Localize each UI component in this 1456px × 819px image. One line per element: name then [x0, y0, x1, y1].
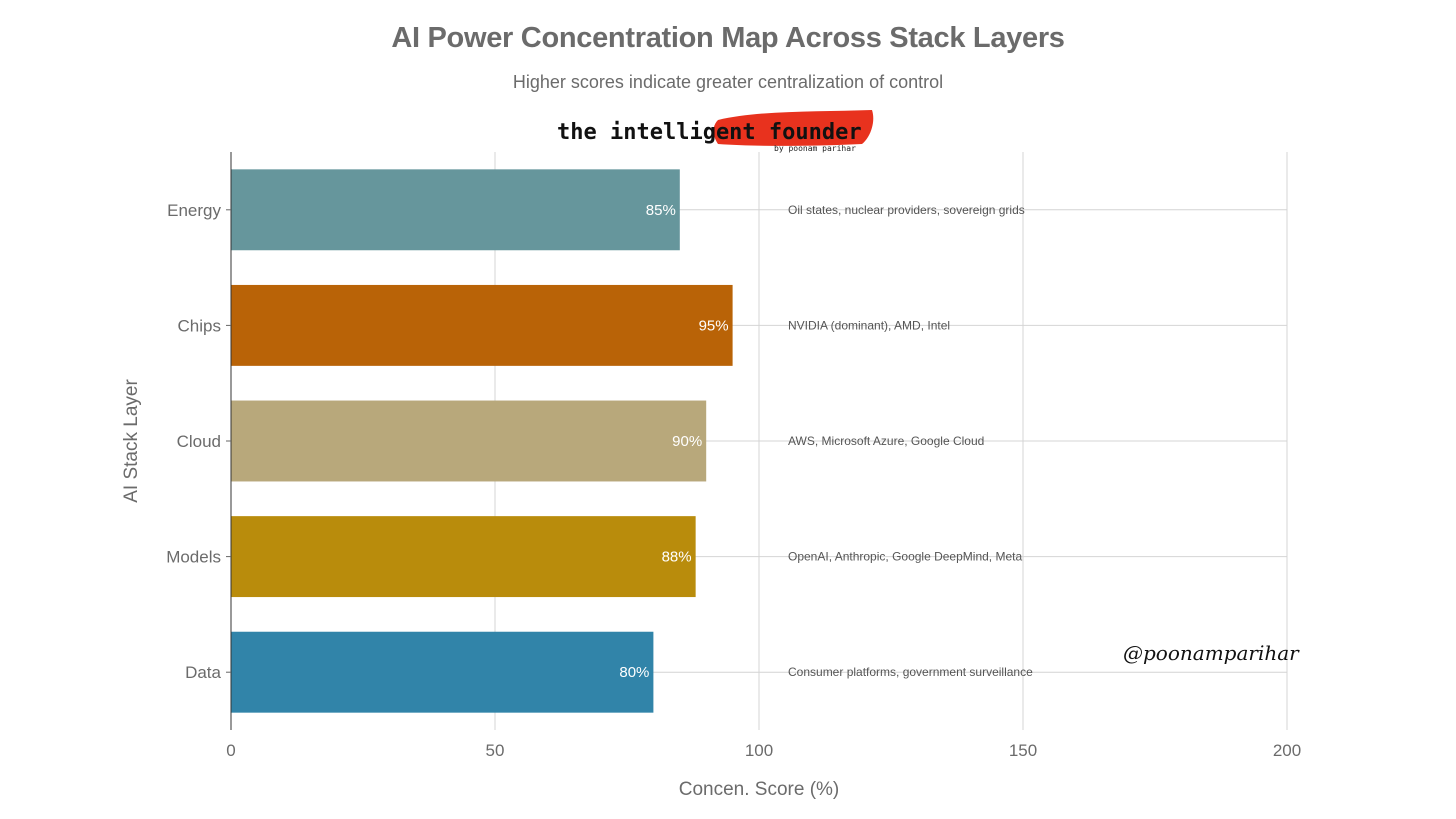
logo-byline: by poonam parihar	[774, 144, 856, 153]
bar-chips	[231, 284, 733, 366]
bar-energy	[231, 169, 680, 251]
bar-cloud	[231, 400, 707, 482]
bar-data	[231, 631, 654, 713]
value-label-models: 88%	[662, 549, 692, 566]
value-label-chips: 95%	[699, 317, 729, 334]
logo-brush-stroke	[713, 110, 874, 146]
chart-subtitle: Higher scores indicate greater centraliz…	[512, 72, 944, 92]
x-tick-label-150: 150	[1009, 741, 1037, 760]
annotation-cloud: AWS, Microsoft Azure, Google Cloud	[788, 434, 984, 448]
chart-title: AI Power Concentration Map Across Stack …	[391, 22, 1065, 54]
x-tick-label-0: 0	[226, 741, 235, 760]
category-label-models: Models	[166, 548, 221, 567]
category-label-cloud: Cloud	[177, 432, 221, 451]
x-tick-label-50: 50	[486, 741, 505, 760]
category-label-data: Data	[185, 663, 221, 682]
author-handle: @poonamparihar	[1123, 641, 1300, 665]
x-tick-label-200: 200	[1273, 741, 1301, 760]
x-tick-label-100: 100	[745, 741, 773, 760]
category-label-chips: Chips	[178, 316, 221, 335]
brand-logo: the intelligent founder by poonam pariha…	[557, 110, 874, 153]
bars: 85% 95% 90% 88% 80%	[231, 169, 733, 713]
logo-title: the intelligent founder	[557, 120, 862, 145]
annotation-energy: Oil states, nuclear providers, sovereign…	[788, 203, 1025, 217]
annotation-data: Consumer platforms, government surveilla…	[788, 665, 1033, 679]
value-label-energy: 85%	[646, 202, 676, 219]
y-axis-title: AI Stack Layer	[121, 379, 142, 503]
x-axis-ticks: 0 50 100 150 200	[226, 741, 1301, 760]
annotation-chips: NVIDIA (dominant), AMD, Intel	[788, 318, 950, 332]
category-label-energy: Energy	[167, 201, 221, 220]
annotations: Oil states, nuclear providers, sovereign…	[788, 203, 1033, 679]
annotation-models: OpenAI, Anthropic, Google DeepMind, Meta	[788, 550, 1022, 564]
value-label-cloud: 90%	[672, 433, 702, 450]
bar-models	[231, 516, 696, 598]
value-label-data: 80%	[619, 664, 649, 681]
x-axis-title: Concen. Score (%)	[679, 779, 840, 800]
y-axis-categories: Energy Chips Cloud Models Data	[166, 201, 231, 682]
